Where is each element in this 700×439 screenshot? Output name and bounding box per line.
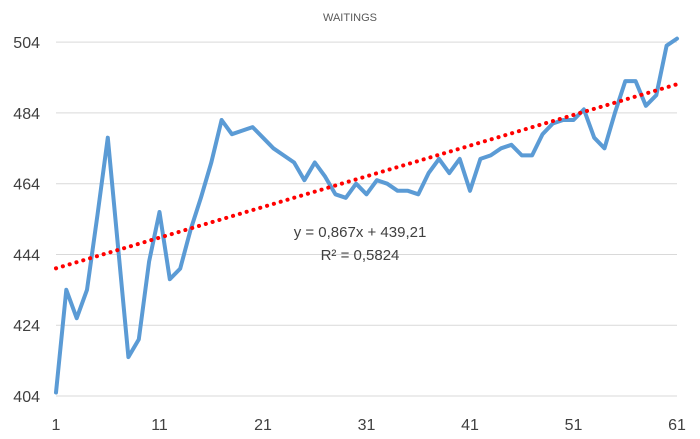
y-axis-tick-labels: 404 424 444 464 484 504: [13, 35, 40, 406]
x-tick-label: 61: [668, 417, 686, 434]
x-tick-label: 51: [565, 417, 583, 434]
x-tick-label: 1: [52, 417, 61, 434]
x-axis-tick-labels: 1 11 21 31 41 51 61: [52, 417, 686, 434]
x-tick-label: 31: [358, 417, 376, 434]
x-tick-label: 41: [461, 417, 479, 434]
trendline-line: [54, 82, 679, 271]
x-tick-label: 21: [254, 417, 272, 434]
y-tick-label: 504: [13, 35, 40, 52]
y-tick-label: 444: [13, 247, 40, 264]
trendline: [54, 82, 679, 271]
y-tick-label: 484: [13, 106, 40, 123]
gridlines: [56, 41, 677, 326]
y-tick-label: 424: [13, 318, 40, 335]
x-tick-label: 11: [151, 417, 168, 434]
y-tick-label: 404: [13, 389, 40, 406]
y-tick-label: 464: [13, 177, 40, 194]
data-series: [54, 36, 679, 395]
series-line: [54, 36, 679, 395]
trendline-equation: y = 0,867x + 439,21: [294, 224, 427, 241]
chart-title: WAITINGS: [323, 12, 377, 24]
trendline-r-squared: R² = 0,5824: [321, 247, 400, 264]
